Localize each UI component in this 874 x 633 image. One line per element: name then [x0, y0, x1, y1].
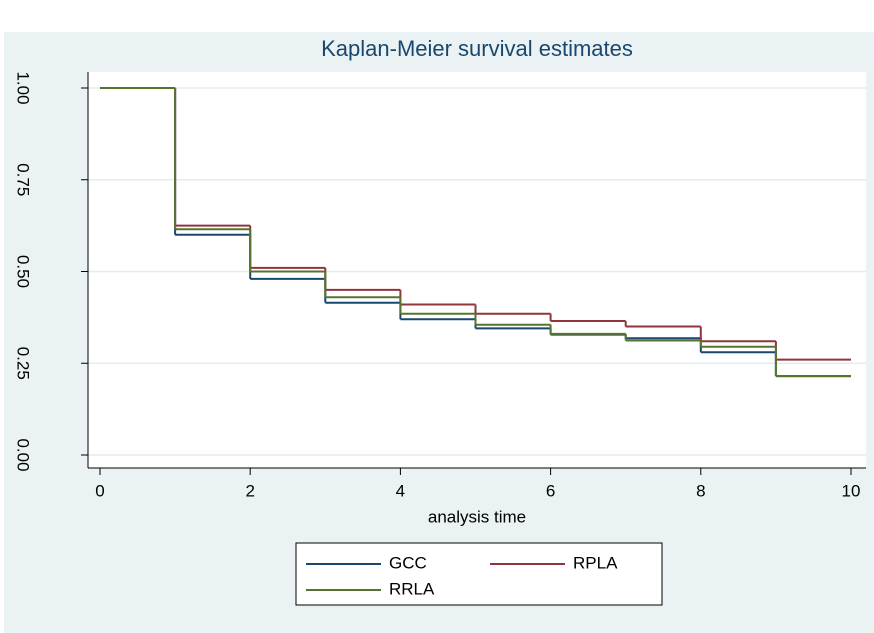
- x-tick-label: 8: [696, 481, 705, 500]
- legend-label: GCC: [389, 553, 427, 572]
- legend-label: RRLA: [389, 579, 435, 598]
- plot-area: [88, 72, 866, 468]
- x-tick-label: 6: [546, 481, 555, 500]
- chart-title: Kaplan-Meier survival estimates: [321, 36, 633, 61]
- y-tick-label: 1.00: [14, 71, 33, 104]
- x-tick-label: 0: [95, 481, 104, 500]
- x-tick-label: 4: [396, 481, 405, 500]
- x-tick-label: 10: [842, 481, 861, 500]
- legend-label: RPLA: [573, 553, 618, 572]
- legend: [295, 542, 663, 606]
- y-tick-label: 0.00: [14, 438, 33, 471]
- y-tick-label: 0.50: [14, 255, 33, 288]
- y-tick-label: 0.25: [14, 347, 33, 380]
- x-axis-title: analysis time: [428, 507, 526, 526]
- y-tick-label: 0.75: [14, 163, 33, 196]
- x-tick-label: 2: [245, 481, 254, 500]
